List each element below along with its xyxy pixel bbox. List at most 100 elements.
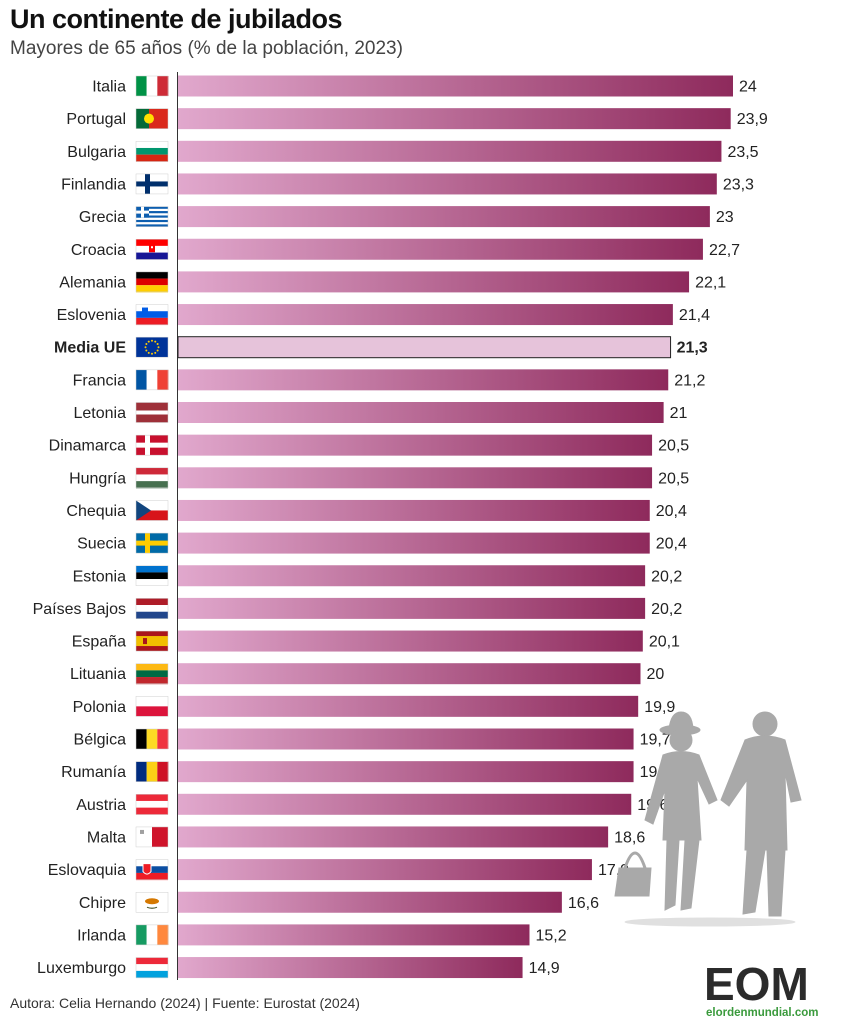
bar bbox=[178, 630, 643, 652]
czechia-flag bbox=[135, 500, 169, 521]
bar bbox=[178, 499, 650, 521]
value-label: 20,2 bbox=[651, 601, 682, 618]
greece-flag bbox=[135, 206, 169, 227]
value-label: 20,5 bbox=[658, 470, 689, 487]
chart-row: Francia 21,2 bbox=[73, 369, 705, 391]
bar bbox=[178, 565, 646, 587]
logo-letters: EOM bbox=[704, 960, 809, 1010]
value-label: 20,1 bbox=[649, 634, 680, 651]
category-label: Italia bbox=[92, 79, 126, 96]
eom-logo[interactable]: EOM elordenmundial.com bbox=[702, 960, 837, 1020]
bar bbox=[178, 108, 731, 130]
value-label: 21,2 bbox=[674, 372, 705, 389]
value-label: 21,4 bbox=[679, 307, 710, 324]
chart-row: Bulgaria 23,5 bbox=[67, 140, 759, 162]
category-label: Suecia bbox=[77, 536, 126, 553]
category-label: Letonia bbox=[74, 405, 127, 422]
bar bbox=[178, 793, 632, 815]
chart-title: Un continente de jubilados bbox=[10, 4, 343, 34]
chart-row: Portugal 23,9 bbox=[66, 108, 768, 130]
bar bbox=[178, 957, 523, 979]
category-label: Hungría bbox=[69, 470, 126, 487]
chart-row: Suecia 20,4 bbox=[77, 532, 687, 554]
value-label: 23 bbox=[716, 209, 734, 226]
spain-flag bbox=[135, 630, 169, 652]
category-label: Portugal bbox=[66, 111, 126, 128]
chart-subtitle: Mayores de 65 años (% de la población, 2… bbox=[10, 38, 403, 59]
category-label: Finlandia bbox=[61, 176, 126, 193]
chart-row: Rumanía 19,7 bbox=[61, 761, 671, 783]
bar bbox=[178, 402, 664, 423]
chart-row: Italia 24 bbox=[92, 75, 757, 97]
category-label: Bélgica bbox=[74, 732, 127, 749]
luxembourg-flag bbox=[135, 957, 169, 979]
value-label: 18,6 bbox=[614, 829, 645, 846]
denmark-flag bbox=[135, 434, 169, 456]
chart-row: Alemania 22,1 bbox=[59, 271, 726, 293]
chart-row: Eslovaquia 17,9 bbox=[48, 859, 629, 881]
bar bbox=[178, 924, 530, 946]
bar bbox=[178, 597, 646, 619]
chart-source-footer: Autora: Celia Hernando (2024) | Fuente: … bbox=[10, 995, 360, 1011]
category-label: Chequia bbox=[66, 503, 126, 520]
latvia-flag bbox=[135, 402, 169, 423]
bar bbox=[178, 532, 650, 554]
value-label: 22,7 bbox=[709, 242, 740, 259]
value-label: 15,2 bbox=[536, 927, 567, 944]
chart-row: Eslovenia 21,4 bbox=[57, 304, 710, 326]
logo-site: elordenmundial.com bbox=[706, 1007, 818, 1019]
category-label: Dinamarca bbox=[49, 438, 126, 455]
chart-row: Estonia 20,2 bbox=[73, 565, 682, 587]
category-label: Francia bbox=[73, 372, 126, 389]
bar bbox=[178, 467, 653, 489]
value-label: 20,5 bbox=[658, 438, 689, 455]
category-label: Alemania bbox=[59, 274, 126, 291]
bar bbox=[178, 826, 609, 848]
category-label: Eslovaquia bbox=[48, 862, 126, 879]
value-label: 21,3 bbox=[677, 340, 708, 357]
ireland-flag bbox=[135, 924, 169, 946]
category-label: Países Bajos bbox=[33, 601, 126, 618]
bar bbox=[178, 238, 703, 260]
category-label: Polonia bbox=[73, 699, 126, 716]
bar bbox=[178, 140, 722, 162]
chart-row: Hungría 20,5 bbox=[69, 467, 689, 489]
category-label: Lituania bbox=[70, 666, 126, 683]
france-flag bbox=[135, 369, 169, 391]
value-label: 20 bbox=[647, 666, 665, 683]
slovenia-flag bbox=[135, 304, 169, 326]
chart-row: Bélgica 19,7 bbox=[74, 728, 671, 750]
bulgaria-flag bbox=[135, 141, 169, 162]
hungary-flag bbox=[135, 467, 169, 489]
bar bbox=[178, 434, 653, 456]
chart-row: Chequia 20,4 bbox=[66, 499, 687, 521]
chart-row: Media UE 21,3 bbox=[54, 336, 708, 359]
chart-row: Lituania 20 bbox=[70, 663, 665, 685]
elderly-couple-illustration bbox=[614, 711, 802, 927]
malta-flag bbox=[135, 826, 169, 848]
germany-flag bbox=[135, 271, 169, 293]
slovakia-flag bbox=[135, 859, 169, 881]
chart-row: Dinamarca 20,5 bbox=[49, 434, 689, 456]
category-label: España bbox=[72, 634, 126, 651]
value-label: 21 bbox=[670, 405, 688, 422]
value-label: 20,2 bbox=[651, 568, 682, 585]
chart-row: Irlanda 15,2 bbox=[77, 924, 567, 946]
category-label: Eslovenia bbox=[57, 307, 126, 324]
value-label: 14,9 bbox=[529, 960, 560, 977]
value-label: 23,5 bbox=[727, 144, 758, 161]
chart-row: Polonia 19,9 bbox=[73, 695, 675, 717]
category-label: Media UE bbox=[54, 340, 126, 357]
bar bbox=[178, 695, 639, 717]
bar bbox=[178, 859, 592, 881]
belgium-flag bbox=[135, 728, 169, 750]
value-label: 23,3 bbox=[723, 176, 754, 193]
lithuania-flag bbox=[135, 663, 169, 685]
chart-row: Finlandia 23,3 bbox=[61, 173, 754, 195]
poland-flag bbox=[135, 696, 169, 717]
chart-row: Malta 18,6 bbox=[87, 826, 645, 848]
bar bbox=[178, 663, 641, 685]
bar bbox=[178, 173, 717, 195]
estonia-flag bbox=[135, 565, 169, 587]
